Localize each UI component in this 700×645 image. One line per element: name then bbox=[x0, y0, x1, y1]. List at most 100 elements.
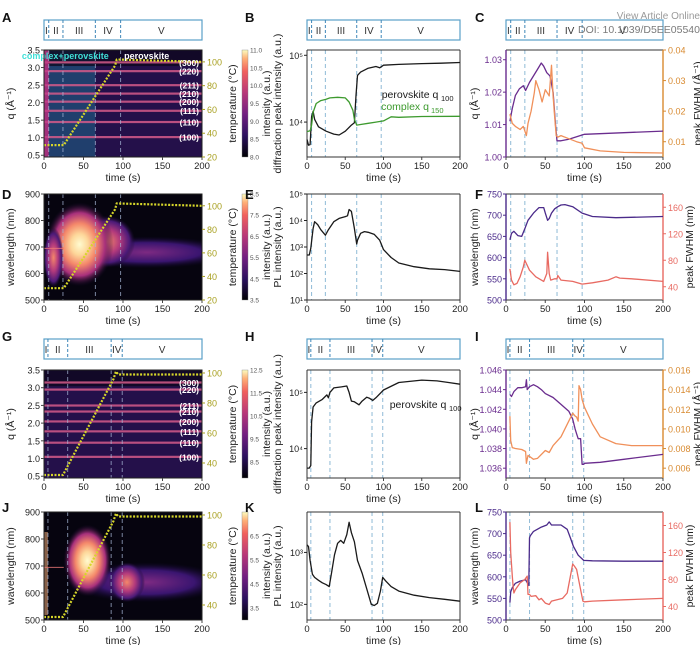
y-tick-label: 700 bbox=[25, 562, 40, 572]
x-tick-label: 50 bbox=[340, 482, 351, 493]
y-tick-label: 750 bbox=[487, 190, 502, 200]
y-tick-label: 1.03 bbox=[484, 55, 502, 65]
heatmap bbox=[44, 370, 202, 478]
y2-tick-label: 20 bbox=[207, 296, 217, 306]
colorbar-label: intensity (a.u.) bbox=[261, 71, 273, 137]
y-tick-label: 10¹ bbox=[290, 296, 303, 306]
stage-label: II bbox=[318, 345, 324, 356]
x-tick-label: 0 bbox=[304, 624, 309, 635]
watermark-doi[interactable]: DOI: 10.1039/D5EE05540 bbox=[577, 24, 700, 36]
peak-label: (210) bbox=[179, 407, 199, 417]
stage-label: I bbox=[308, 26, 311, 37]
y-axis-label: q (Å⁻¹) bbox=[468, 408, 481, 440]
stage-label: I bbox=[507, 345, 510, 356]
stage-label: V bbox=[158, 26, 165, 37]
stage-label: III bbox=[347, 345, 355, 356]
legend-perovskite-sub: 100 bbox=[441, 94, 454, 103]
y2-tick-label: 0.02 bbox=[668, 107, 686, 117]
x-tick-label: 0 bbox=[41, 161, 46, 172]
colorbar-tick-label: 8.5 bbox=[250, 459, 259, 466]
colorbar-tick-label: 10.5 bbox=[250, 65, 263, 72]
series-line-peak-fwhm bbox=[509, 385, 663, 464]
x-tick-label: 200 bbox=[655, 304, 671, 315]
x-tick-label: 200 bbox=[194, 624, 210, 635]
y-tick-label: 550 bbox=[487, 594, 502, 604]
x-tick-label: 0 bbox=[503, 161, 508, 172]
heatmap bbox=[44, 50, 202, 157]
stage-label: II bbox=[517, 345, 523, 356]
peak-band bbox=[44, 455, 202, 458]
colorbar-tick-label: 4.5 bbox=[250, 276, 259, 283]
stage-label: IV bbox=[364, 26, 374, 37]
x-tick-label: 150 bbox=[155, 482, 171, 493]
y-tick-label: 10³ bbox=[290, 548, 303, 558]
colorbar-tick-label: 10.5 bbox=[250, 413, 263, 420]
y-axis-label: wavelength (nm) bbox=[469, 527, 481, 606]
stage-label: II bbox=[316, 26, 322, 37]
legend-complex: complex q bbox=[381, 101, 429, 113]
x-tick-label: 100 bbox=[376, 624, 392, 635]
x-tick-label: 50 bbox=[78, 161, 89, 172]
x-tick-label: 200 bbox=[655, 482, 671, 493]
peak-band bbox=[44, 136, 202, 139]
panel-label: F bbox=[475, 187, 483, 202]
pl-blob-early bbox=[44, 227, 64, 288]
y-tick-label: 10³ bbox=[290, 243, 303, 253]
y2-tick-label: 60 bbox=[207, 248, 217, 258]
y-tick-label: 750 bbox=[487, 508, 502, 518]
series-line-peak-fwhm bbox=[509, 251, 664, 286]
x-axis-label: time (s) bbox=[567, 315, 602, 327]
temperature-line bbox=[44, 202, 202, 290]
y2-axis-label: peak FWHM (Å⁻¹) bbox=[691, 61, 700, 145]
y2-tick-label: 100 bbox=[207, 57, 222, 67]
colorbar-label: intensity (a.u.) bbox=[261, 533, 273, 599]
y2-tick-label: 0.006 bbox=[668, 464, 691, 474]
watermark-view-article[interactable]: View Article Online bbox=[616, 11, 700, 22]
panel-label: C bbox=[475, 10, 485, 25]
y2-tick-label: 0.03 bbox=[668, 76, 686, 86]
x-tick-label: 100 bbox=[376, 161, 392, 172]
y2-tick-label: 80 bbox=[668, 575, 678, 585]
x-axis-label: time (s) bbox=[366, 172, 401, 184]
peak-band bbox=[44, 84, 202, 87]
x-tick-label: 150 bbox=[414, 624, 430, 635]
y2-tick-label: 60 bbox=[207, 571, 217, 581]
peak-label: (200) bbox=[179, 417, 199, 427]
series-line-peak-fwhm bbox=[509, 64, 664, 154]
legend-complex-sub: 150 bbox=[431, 106, 444, 115]
peak-band bbox=[44, 388, 202, 391]
x-tick-label: 200 bbox=[452, 161, 468, 172]
x-tick-label: 200 bbox=[655, 624, 671, 635]
x-tick-label: 150 bbox=[155, 161, 171, 172]
y-tick-label: 900 bbox=[25, 508, 40, 518]
y2-tick-label: 80 bbox=[207, 541, 217, 551]
y-tick-label: 3.0 bbox=[27, 383, 40, 393]
colorbar-tick-label: 8.5 bbox=[250, 137, 259, 144]
x-tick-label: 50 bbox=[540, 161, 551, 172]
y2-tick-label: 0.010 bbox=[668, 424, 691, 434]
x-tick-label: 50 bbox=[540, 624, 551, 635]
y2-tick-label: 100 bbox=[207, 511, 222, 521]
x-tick-label: 0 bbox=[41, 304, 46, 315]
x-tick-label: 100 bbox=[376, 482, 392, 493]
series-line-peak-fwhm bbox=[509, 522, 664, 606]
panel-label: B bbox=[245, 10, 254, 25]
x-tick-label: 50 bbox=[540, 304, 551, 315]
stage-bar bbox=[505, 19, 664, 41]
y2-tick-label: 40 bbox=[207, 129, 217, 139]
peak-label: (100) bbox=[179, 452, 199, 462]
x-tick-label: 50 bbox=[78, 304, 89, 315]
panel-g: GI II III IV V(300)(220)(211)(210)(200)(111)… bbox=[2, 329, 273, 505]
colorbar-tick-label: 5.5 bbox=[250, 558, 259, 565]
peak-label: (110) bbox=[180, 438, 200, 448]
y-tick-label: 2.5 bbox=[27, 401, 40, 411]
colorbar-tick-label: 12.5 bbox=[250, 368, 263, 375]
x-axis-label: time (s) bbox=[366, 493, 401, 505]
peak-label: (211) bbox=[180, 401, 200, 411]
y2-tick-label: 80 bbox=[207, 81, 217, 91]
series-line-q bbox=[509, 62, 664, 142]
series-line-wavelength bbox=[509, 521, 663, 603]
x-tick-label: 0 bbox=[304, 161, 309, 172]
